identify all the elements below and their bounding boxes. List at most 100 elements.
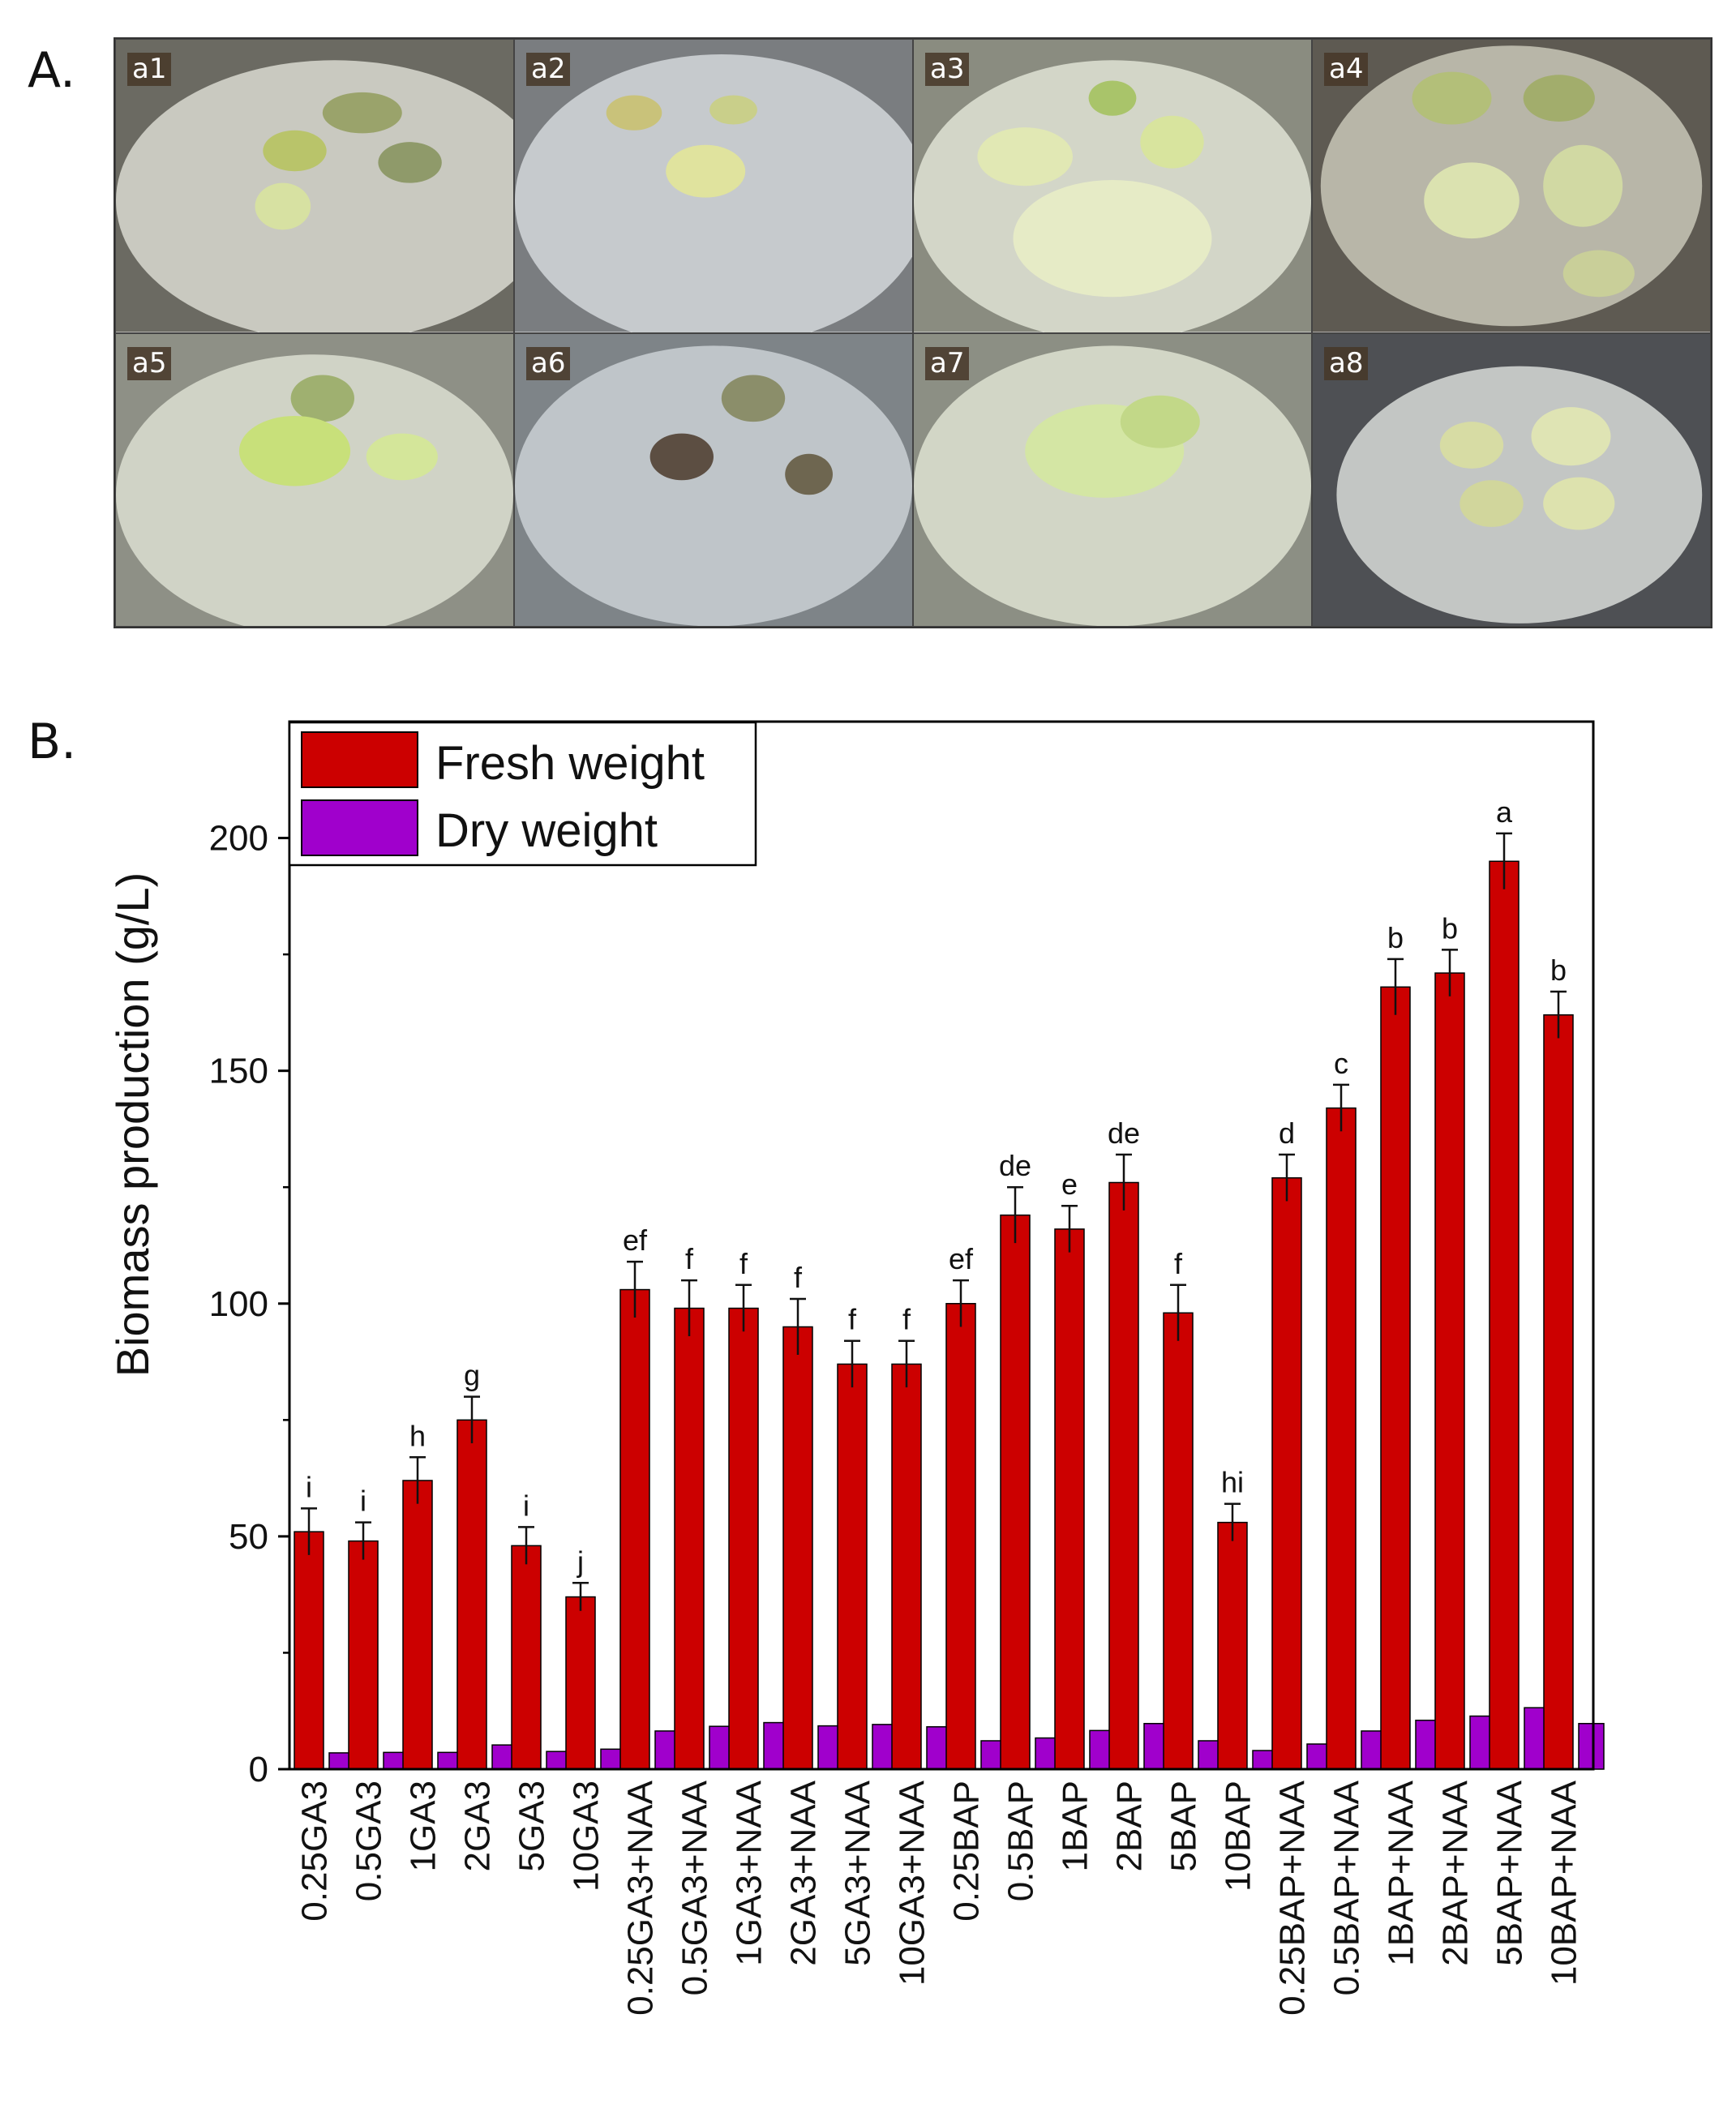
x-tick-label: 2BAP	[1110, 1781, 1150, 1872]
plot-frame	[288, 720, 1595, 1771]
bar-fresh-weight	[1380, 986, 1411, 1770]
significance-letter: de	[1108, 1116, 1140, 1150]
x-tick-label: 0.5BAP	[1001, 1781, 1041, 1901]
photo-label: a8	[1324, 346, 1369, 380]
legend-label-dry: Dry weight	[435, 804, 658, 857]
bar-fresh-weight	[565, 1596, 596, 1770]
significance-letter: de	[999, 1149, 1031, 1182]
bar-fresh-weight	[1434, 972, 1465, 1770]
x-tick-label: 1BAP	[1056, 1781, 1095, 1872]
photo-label: a5	[127, 346, 172, 380]
x-tick-label: 0.5GA3+NAA	[675, 1780, 715, 1995]
significance-letter: e	[1061, 1168, 1078, 1201]
bar-fresh-weight	[1217, 1521, 1248, 1770]
y-axis-label: Biomass production (g/L)	[107, 872, 158, 1378]
photo-label: a2	[526, 53, 571, 87]
significance-letter: i	[360, 1485, 366, 1518]
bar-fresh-weight	[511, 1545, 542, 1770]
bar-fresh-weight	[348, 1540, 379, 1770]
x-tick-label: 0.5GA3	[349, 1781, 389, 1901]
x-tick-label: 1BAP+NAA	[1382, 1780, 1421, 1965]
photo-label: a3	[925, 53, 970, 87]
callus-culture-image	[116, 333, 513, 626]
significance-letter: f	[902, 1303, 911, 1336]
photo-a7: a7	[913, 332, 1312, 627]
x-tick-label: 5GA3	[512, 1781, 552, 1872]
significance-letter: b	[1550, 954, 1567, 987]
bar-fresh-weight	[782, 1326, 813, 1770]
bar-dry-weight	[1578, 1722, 1605, 1770]
x-tick-label: 0.25GA3	[295, 1781, 335, 1922]
chart-legend: Fresh weight Dry weight	[288, 721, 757, 867]
x-tick-label: 2GA3	[458, 1781, 498, 1872]
x-tick-label: 5BAP+NAA	[1490, 1780, 1530, 1965]
callus-culture-image	[914, 40, 1311, 332]
y-tick-label: 200	[209, 819, 268, 859]
photo-a3: a3	[913, 39, 1312, 333]
bar-fresh-weight	[457, 1419, 487, 1770]
x-tick-label: 2BAP+NAA	[1436, 1780, 1476, 1965]
significance-letter: c	[1334, 1047, 1348, 1080]
y-tick-label: 150	[209, 1052, 268, 1091]
y-tick-label: 0	[249, 1750, 268, 1789]
photo-a5: a5	[115, 332, 514, 627]
significance-letter: f	[685, 1242, 694, 1275]
callus-culture-image	[1313, 333, 1710, 626]
x-tick-label: 1GA3	[404, 1781, 444, 1872]
callus-culture-image	[116, 40, 513, 332]
photo-a6: a6	[514, 332, 913, 627]
bar-fresh-weight	[1271, 1176, 1302, 1770]
photo-a8: a8	[1312, 332, 1711, 627]
bar-fresh-weight	[837, 1363, 868, 1770]
x-tick-label: 10BAP+NAA	[1545, 1780, 1584, 1986]
photo-a4: a4	[1312, 39, 1711, 333]
x-tick-label: 10BAP	[1219, 1781, 1258, 1892]
significance-letter: ef	[949, 1242, 974, 1275]
x-tick-label: 0.25BAP	[947, 1781, 987, 1922]
significance-letter: b	[1387, 921, 1404, 954]
x-tick-label: 0.5BAP+NAA	[1327, 1780, 1367, 1995]
x-tick-label: 0.25GA3+NAA	[621, 1780, 661, 2015]
significance-letter: f	[794, 1261, 803, 1294]
x-tick-label: 0.25BAP+NAA	[1273, 1780, 1313, 2015]
significance-letter: b	[1442, 911, 1458, 945]
x-tick-label: 5BAP	[1164, 1781, 1204, 1872]
callus-culture-image	[515, 40, 912, 332]
bar-fresh-weight	[891, 1363, 922, 1770]
significance-letter: ef	[623, 1223, 648, 1257]
bar-fresh-weight	[1054, 1228, 1085, 1770]
x-tick-label: 1GA3+NAA	[730, 1780, 769, 1965]
significance-letter: d	[1279, 1116, 1295, 1150]
significance-letter: h	[409, 1419, 426, 1452]
legend-swatch-fresh	[301, 731, 418, 788]
bar-fresh-weight	[728, 1307, 759, 1770]
x-tick-label: 5GA3+NAA	[838, 1780, 878, 1965]
bar-fresh-weight	[619, 1288, 650, 1770]
x-tick-label: 10GA3+NAA	[893, 1780, 932, 1986]
photo-label: a4	[1324, 53, 1369, 87]
photo-label: a1	[127, 53, 172, 87]
callus-culture-image	[914, 333, 1311, 626]
y-tick-label: 100	[209, 1284, 268, 1324]
bar-fresh-weight	[294, 1531, 324, 1770]
significance-letter: i	[306, 1470, 312, 1503]
panel-a-label: A.	[28, 42, 76, 99]
bar-fresh-weight	[1163, 1312, 1194, 1770]
significance-letter: i	[523, 1489, 529, 1522]
significance-letter: g	[464, 1359, 480, 1392]
significance-letter: j	[577, 1545, 584, 1578]
bar-fresh-weight	[1489, 860, 1520, 1770]
legend-swatch-dry	[301, 799, 418, 856]
photo-label: a7	[925, 346, 970, 380]
bar-fresh-weight	[945, 1303, 976, 1770]
bar-fresh-weight	[1000, 1214, 1031, 1770]
significance-letter: f	[739, 1247, 748, 1280]
bar-fresh-weight	[1543, 1014, 1574, 1770]
callus-photo-grid: a1 a2 a3 a4	[114, 37, 1712, 628]
significance-letter: a	[1496, 795, 1513, 829]
y-tick-label: 50	[229, 1517, 268, 1557]
callus-culture-image	[515, 333, 912, 626]
x-tick-label: 10GA3	[567, 1781, 607, 1892]
significance-letter: f	[1174, 1247, 1183, 1280]
